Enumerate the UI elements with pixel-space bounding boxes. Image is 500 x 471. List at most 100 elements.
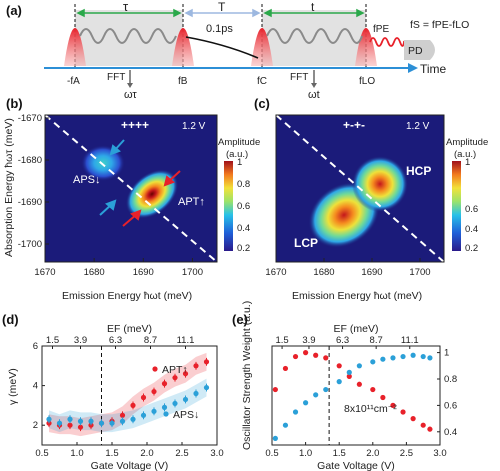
cbar-c-tick: 0.2 bbox=[465, 243, 478, 254]
pd-label: PD bbox=[408, 45, 423, 57]
fft-arrowhead-1 bbox=[127, 83, 133, 88]
cbar-c-gradient bbox=[452, 161, 461, 251]
panel-label: (d) bbox=[2, 312, 19, 327]
data-point bbox=[56, 420, 63, 426]
panel-c-label: (c) bbox=[254, 96, 270, 111]
data-point bbox=[313, 392, 319, 398]
cbar-b-tick: 0.2 bbox=[237, 243, 250, 254]
t-label: t bbox=[311, 0, 315, 14]
tau-arrow bbox=[76, 8, 182, 18]
xticks-b: 1670 1680 1690 1700 bbox=[34, 258, 203, 278]
data-point bbox=[77, 424, 84, 430]
xtick-label: 2.5 bbox=[175, 448, 188, 459]
data-point bbox=[400, 409, 406, 415]
xlabel-b: Emission Energy ħωt (meV) bbox=[62, 290, 192, 302]
data-point bbox=[172, 400, 178, 407]
label-apt: APT↑ bbox=[178, 196, 205, 208]
axes-c bbox=[275, 114, 445, 263]
data-point bbox=[323, 386, 329, 393]
time-axis: Time bbox=[44, 62, 447, 76]
top-xtick-label: 6.3 bbox=[336, 335, 349, 346]
polarization-c: +-+- bbox=[343, 118, 365, 132]
data-point bbox=[46, 416, 52, 422]
xtick-label: 1700 bbox=[409, 267, 430, 278]
panel-c: (c) +-+- 1.2 V HCP LCP 1670 1680 1690 1700 … bbox=[254, 96, 445, 302]
xticks-c: 1670 1680 1690 1700 bbox=[265, 258, 431, 278]
data-point bbox=[427, 426, 433, 432]
cbar-b-gradient bbox=[224, 161, 233, 251]
ylabel-e: Oscillator Strength Weight (a.u.) bbox=[241, 301, 253, 450]
data-point bbox=[272, 386, 278, 393]
data-point bbox=[356, 363, 362, 369]
legend-aps-marker bbox=[163, 411, 169, 417]
data-point bbox=[410, 352, 416, 358]
data-point bbox=[336, 363, 342, 369]
ytick-label: -1700 bbox=[18, 239, 42, 250]
top-xtick-label: 3.9 bbox=[302, 335, 315, 346]
xtick-label: 1680 bbox=[84, 267, 105, 278]
xtick-label: 1690 bbox=[361, 267, 382, 278]
xtick-label: 0.5 bbox=[265, 448, 278, 459]
cbar-c-unit: (a.u.) bbox=[454, 149, 476, 160]
polarization-b: ++++ bbox=[121, 118, 149, 132]
xlabel-c: Emission Energy ħωt (meV) bbox=[292, 290, 422, 302]
data-point bbox=[130, 402, 136, 408]
ytick-label: 4 bbox=[33, 381, 38, 392]
ylabel-d: γ (meV) bbox=[7, 368, 19, 405]
fs-equation: fS = fPE-fLO bbox=[410, 19, 469, 31]
ylabel-b: Absorption Energy ħωτ (meV) bbox=[3, 118, 15, 257]
ytick-label: -1670 bbox=[18, 113, 42, 124]
top-xtick-label: 1.5 bbox=[46, 335, 59, 346]
tau-label: τ bbox=[123, 0, 129, 14]
fit-band bbox=[49, 352, 207, 437]
fa-label: -fA bbox=[67, 76, 80, 87]
voltage-c: 1.2 V bbox=[406, 121, 430, 132]
cbar-c-title: Amplitude bbox=[446, 137, 488, 148]
data-point bbox=[193, 390, 199, 397]
ytick-label: 0.4 bbox=[444, 427, 457, 438]
top-xtick-label: 1.5 bbox=[275, 335, 288, 346]
data-point bbox=[380, 394, 386, 401]
yticks-b: -1670 -1680 -1690 -1700 bbox=[18, 113, 49, 250]
voltage-b: 1.2 V bbox=[182, 121, 206, 132]
data-point bbox=[346, 369, 352, 375]
data-point bbox=[130, 416, 136, 422]
data-point bbox=[140, 412, 147, 418]
colorbar-c: Amplitude (a.u.) 1 0.6 0.4 0.2 bbox=[446, 137, 488, 254]
data-point bbox=[151, 388, 157, 395]
data-point bbox=[203, 384, 210, 391]
cbar-c-tick: 0.4 bbox=[465, 224, 478, 235]
T-arrow bbox=[184, 8, 261, 18]
ytick-label: -1690 bbox=[18, 197, 42, 208]
cbar-b-tick: 1 bbox=[237, 157, 242, 168]
data-point bbox=[370, 359, 376, 365]
fc-label: fC bbox=[257, 76, 267, 87]
xtick-label: 1.0 bbox=[299, 448, 312, 459]
data-point bbox=[193, 363, 199, 369]
ytick-label: 1 bbox=[444, 348, 449, 359]
cbar-b-title: Amplitude bbox=[218, 137, 260, 148]
data-point bbox=[272, 435, 278, 441]
data-point bbox=[282, 365, 289, 372]
data-point bbox=[119, 412, 126, 418]
t-arrow bbox=[263, 8, 365, 18]
ytick-label: 0.8 bbox=[444, 374, 457, 385]
data-point bbox=[161, 381, 168, 387]
emission-wave bbox=[369, 37, 411, 47]
T-label: T bbox=[218, 0, 226, 14]
xtick-label: 3.0 bbox=[210, 448, 223, 459]
xtick-label: 2.5 bbox=[400, 448, 413, 459]
data-point bbox=[140, 394, 147, 401]
T-value: 0.1ps bbox=[206, 23, 233, 35]
cbar-c-tick: 0.6 bbox=[465, 204, 478, 215]
data-point bbox=[282, 422, 289, 428]
top-xtick-label: 3.9 bbox=[74, 335, 87, 346]
xtick-label: 1670 bbox=[265, 267, 286, 278]
fit-band bbox=[49, 378, 207, 433]
data-point bbox=[98, 420, 105, 426]
top-xtick-label: 6.3 bbox=[109, 335, 122, 346]
cbar-b-tick: 0.4 bbox=[237, 223, 250, 234]
top-xtick-label: 8.7 bbox=[144, 335, 157, 346]
cbar-b-tick: 0.6 bbox=[237, 201, 250, 212]
plot-frame bbox=[271, 345, 441, 446]
